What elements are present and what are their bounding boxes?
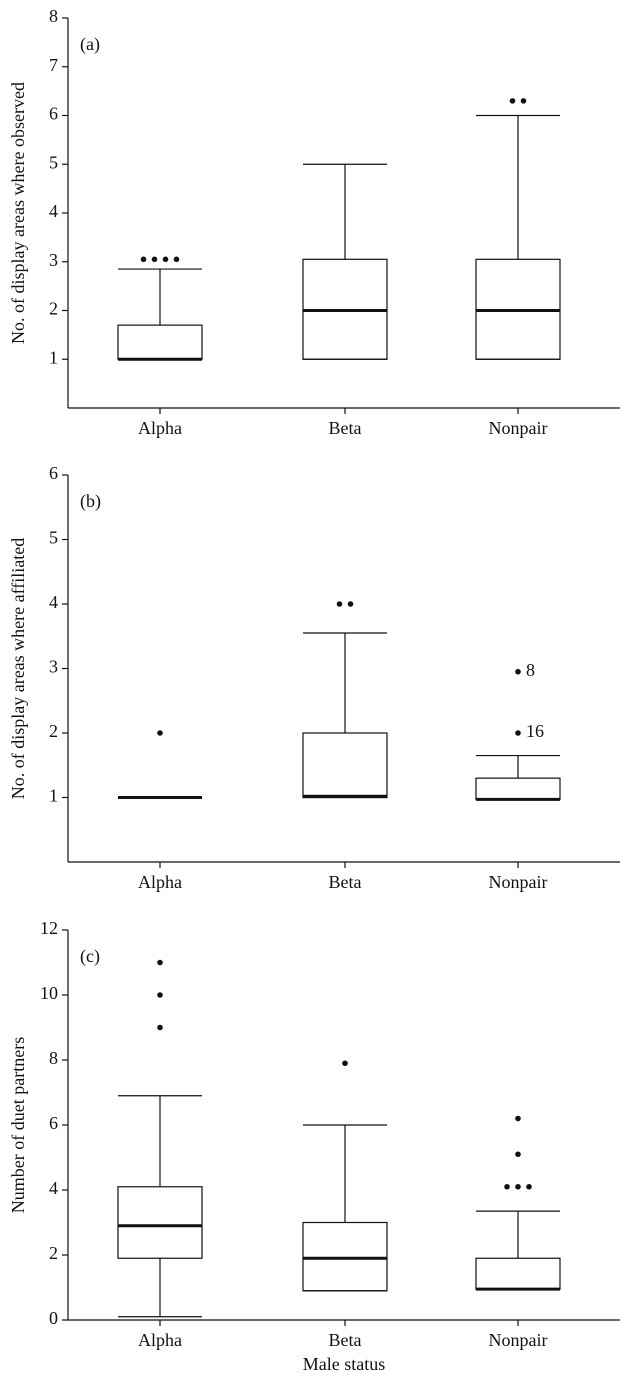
y-tick-label: 6: [49, 463, 58, 483]
y-tick-label: 5: [49, 152, 58, 172]
x-tick-label: Beta: [329, 1330, 362, 1350]
y-axis-label: No. of display areas where observed: [8, 82, 28, 344]
box: [302, 1221, 388, 1292]
outlier: [515, 1115, 521, 1122]
outlier: [151, 256, 158, 263]
x-axis-label: Male status: [303, 1354, 386, 1374]
x-tick-label: Nonpair: [489, 872, 548, 892]
y-tick-label: 0: [49, 1308, 58, 1328]
y-tick-label: 2: [49, 721, 58, 741]
y-tick-label: 8: [49, 6, 58, 26]
box: [117, 1186, 203, 1259]
y-axis-label: Number of duet partners: [8, 1037, 28, 1213]
outlier: [173, 256, 180, 263]
x-tick-label: Alpha: [138, 418, 182, 438]
outlier: [336, 601, 343, 607]
outlier: [526, 1183, 532, 1190]
outlier: [504, 1183, 510, 1190]
panel-label: (a): [80, 34, 100, 55]
outlier: [140, 256, 147, 263]
box: [302, 732, 388, 799]
y-tick-label: 7: [49, 55, 58, 75]
outlier: [515, 1151, 521, 1158]
y-axis-label: No. of display areas where affiliated: [8, 538, 28, 800]
y-tick-label: 4: [49, 201, 58, 221]
y-tick-label: 2: [49, 1243, 58, 1263]
y-tick-label: 1: [49, 347, 58, 367]
outlier-label: 8: [526, 660, 535, 680]
box: [117, 324, 203, 360]
x-tick-label: Nonpair: [489, 1330, 548, 1350]
outlier: [515, 1183, 521, 1190]
y-tick-label: 5: [49, 528, 58, 548]
y-tick-label: 10: [40, 983, 58, 1003]
outlier: [342, 1060, 348, 1067]
outlier: [515, 730, 521, 736]
box: [475, 1257, 561, 1290]
x-tick-label: Alpha: [138, 1330, 182, 1350]
y-tick-label: 6: [49, 104, 58, 124]
outlier-label: 16: [526, 721, 544, 741]
outlier: [515, 668, 521, 675]
y-tick-label: 8: [49, 1048, 58, 1068]
outlier: [347, 601, 354, 607]
outlier: [157, 992, 163, 998]
x-tick-label: Nonpair: [489, 418, 548, 438]
panel-label: (b): [80, 491, 101, 512]
outlier: [157, 959, 163, 966]
x-tick-label: Alpha: [138, 872, 182, 892]
y-tick-label: 12: [40, 918, 58, 938]
y-tick-label: 4: [49, 1178, 58, 1198]
y-tick-label: 1: [49, 786, 58, 806]
y-tick-label: 3: [49, 657, 58, 677]
x-tick-label: Beta: [329, 872, 362, 892]
y-tick-label: 6: [49, 1113, 58, 1133]
outlier: [157, 730, 163, 736]
x-tick-label: Beta: [329, 418, 362, 438]
panel-label: (c): [80, 946, 100, 967]
y-tick-label: 2: [49, 299, 58, 319]
outlier: [157, 1024, 163, 1031]
y-tick-label: 3: [49, 250, 58, 270]
outlier: [520, 98, 527, 104]
outlier: [162, 256, 169, 263]
outlier: [509, 98, 516, 104]
y-tick-label: 4: [49, 592, 58, 612]
box: [475, 777, 561, 801]
